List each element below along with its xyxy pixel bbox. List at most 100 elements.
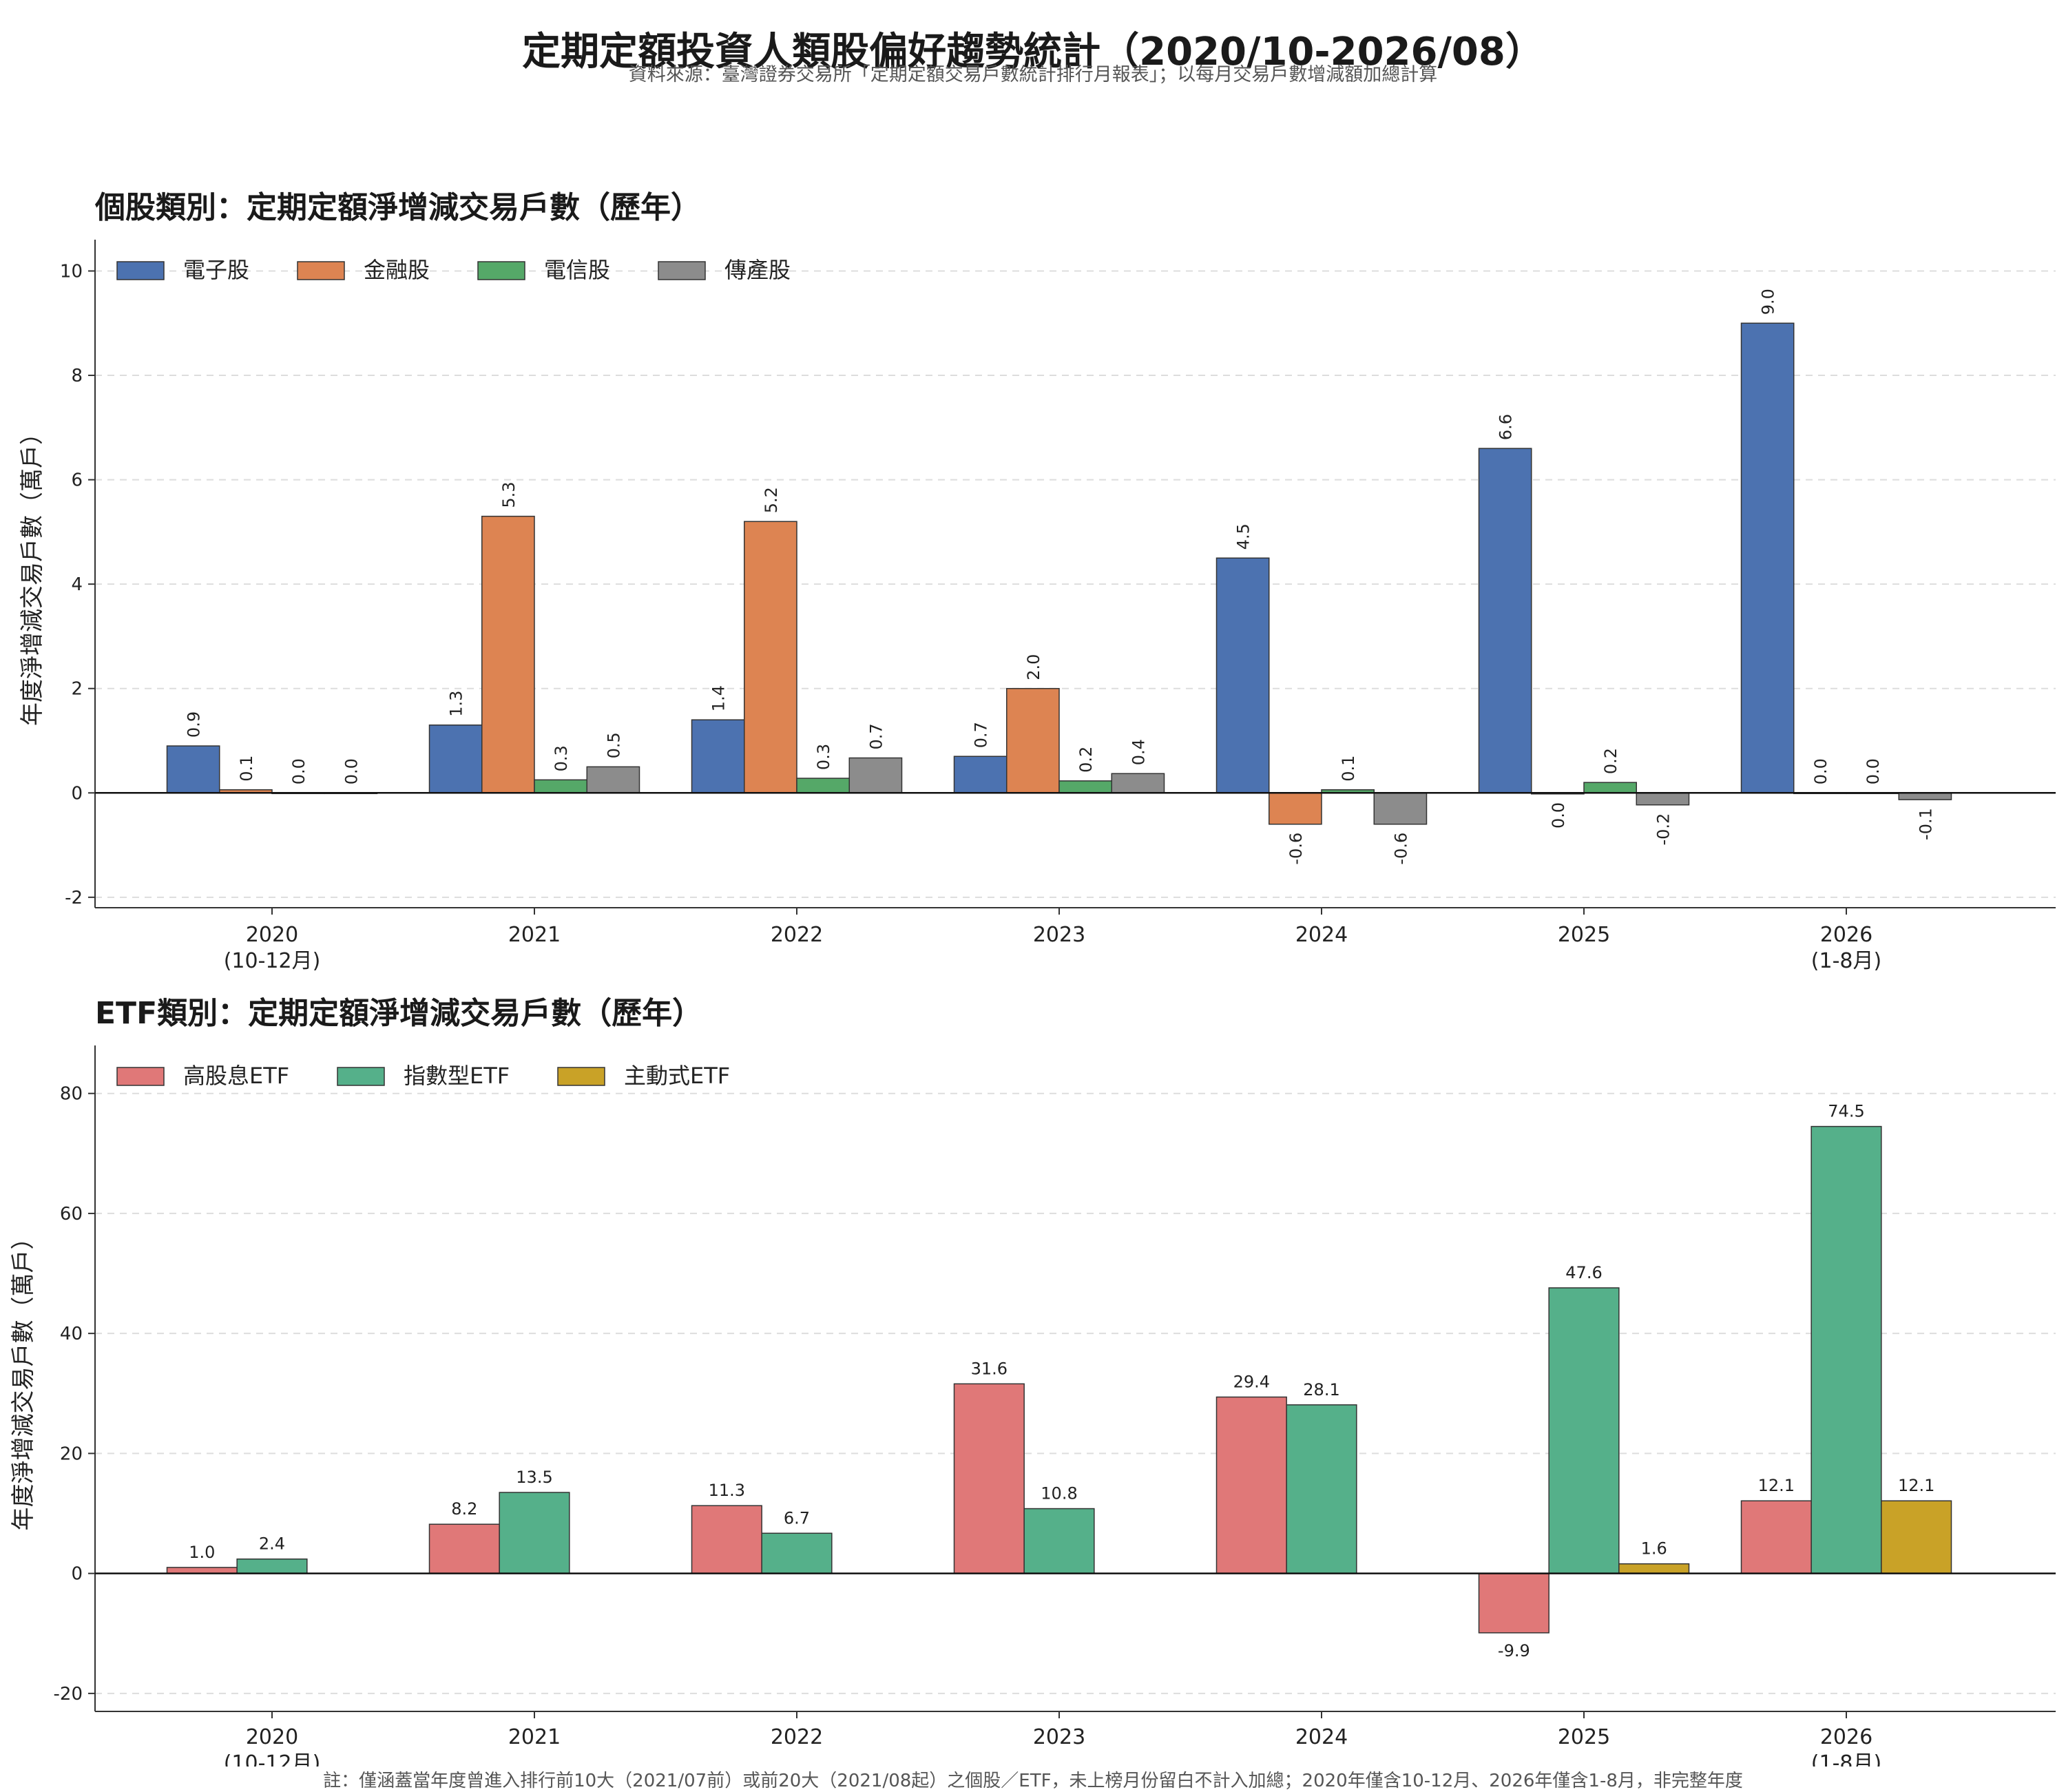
data-label: 0.1 <box>237 756 256 782</box>
bar <box>744 521 797 794</box>
x-tick-label: (1-8月) <box>1811 949 1881 973</box>
y-tick-label: 60 <box>60 1204 83 1225</box>
x-tick-label: 2025 <box>1558 1725 1610 1749</box>
y-tick-label: 0 <box>71 783 83 804</box>
data-label: -0.2 <box>1653 813 1673 846</box>
bar <box>1811 1125 1882 1574</box>
bar <box>953 756 1008 794</box>
data-label: 5.3 <box>499 481 519 508</box>
x-tick-label: 2022 <box>771 1725 823 1749</box>
y-tick-label: -20 <box>54 1684 83 1705</box>
data-label: 9.0 <box>1759 289 1778 315</box>
y-tick-label: 4 <box>71 574 83 595</box>
data-label: 0.3 <box>552 745 571 771</box>
legend-swatch <box>116 1067 165 1086</box>
legend-label: 電信股 <box>544 257 610 283</box>
bar <box>848 757 903 794</box>
legend-label: 傳產股 <box>724 257 791 283</box>
data-label: -0.1 <box>1916 808 1935 840</box>
data-label: 1.0 <box>189 1543 215 1562</box>
bar <box>166 1567 238 1574</box>
legend-swatch <box>297 261 345 280</box>
bar <box>953 1383 1025 1574</box>
x-tick-label: 2023 <box>1033 1725 1085 1749</box>
x-tick-label: (10-12月) <box>224 1751 321 1767</box>
data-label: 12.1 <box>1758 1476 1795 1495</box>
etf-category-chart: -20 0 20 40 60 80 年度淨增減交易戶數（萬戶） 1.0 8.2 11.3 31.6 2… <box>10 1045 2056 1767</box>
data-label: 0.3 <box>814 744 833 770</box>
data-label: 0.9 <box>185 711 204 738</box>
x-tick-label: 2026 <box>1820 923 1872 947</box>
data-label: 0.0 <box>1864 758 1883 784</box>
data-label: -9.9 <box>1498 1641 1530 1660</box>
data-label: 0.5 <box>604 732 623 758</box>
x-tick-label: 2025 <box>1558 923 1610 947</box>
bar <box>796 778 850 794</box>
y-axis-label: 年度淨增減交易戶數（萬戶） <box>10 1227 37 1531</box>
bar <box>236 1558 308 1574</box>
y-tick-label: 8 <box>71 366 83 386</box>
x-tick-label: 2021 <box>508 1725 561 1749</box>
stock-category-chart: -2 0 2 4 6 8 10 年度淨增減交易戶數（萬戶） 0.9 1.3 1.4 0.7 4.5 6.6… <box>19 240 2056 973</box>
legend-swatch <box>477 261 525 280</box>
data-label: 0.0 <box>342 758 361 784</box>
data-label: 74.5 <box>1828 1102 1864 1121</box>
data-label: 0.0 <box>289 758 309 784</box>
data-label: 31.6 <box>971 1359 1008 1378</box>
data-label: 0.2 <box>1601 748 1620 774</box>
bar <box>1111 773 1165 794</box>
bar <box>1548 1287 1620 1574</box>
data-label: 0.7 <box>866 723 886 749</box>
x-tick-label: 2024 <box>1295 1725 1348 1749</box>
bar <box>499 1492 570 1574</box>
bar <box>1740 322 1795 794</box>
data-label: 1.4 <box>709 685 729 711</box>
bar <box>691 1505 762 1574</box>
bar <box>1023 1508 1095 1574</box>
figure-footnote: 註：僅涵蓋當年度曾進入排行前10大（2021/07前）或前20大（2021/08… <box>323 1771 1743 1791</box>
x-tick-label: (10-12月) <box>224 949 321 973</box>
data-label: -0.6 <box>1391 833 1410 865</box>
data-label: 0.1 <box>1339 756 1358 782</box>
legend-label: 電子股 <box>183 257 249 283</box>
etf-chart-title: ETF類別：定期定額淨增減交易戶數（歷年） <box>95 996 703 1031</box>
bar <box>481 515 535 794</box>
data-label: 0.2 <box>1076 747 1096 773</box>
data-label: 2.4 <box>259 1534 285 1554</box>
data-label: 1.3 <box>447 691 466 717</box>
data-label: 28.1 <box>1303 1380 1339 1399</box>
bar <box>1286 1404 1357 1574</box>
bar <box>534 779 587 794</box>
y-tick-label: 0 <box>71 1564 83 1585</box>
data-label: 4.5 <box>1234 523 1253 550</box>
legend-swatch <box>658 261 706 280</box>
stock-chart-title: 個股類別：定期定額淨增減交易戶數（歷年） <box>95 190 701 225</box>
bar <box>1215 1396 1287 1574</box>
data-label: -0.6 <box>1286 833 1306 865</box>
figure-title: 定期定額投資人類股偏好趨勢統計（2020/10-2026/08） <box>522 30 1544 74</box>
bar <box>428 1523 500 1574</box>
y-axis-label: 年度淨增減交易戶數（萬戶） <box>19 421 46 726</box>
legend-label: 金融股 <box>364 257 430 283</box>
data-label: 6.7 <box>784 1508 810 1528</box>
bar <box>1478 448 1532 794</box>
data-label: 5.2 <box>762 487 781 513</box>
data-label: 6.6 <box>1496 414 1516 440</box>
legend-label: 高股息ETF <box>183 1063 289 1089</box>
bar <box>1881 1500 1952 1574</box>
data-label: 0.0 <box>1811 758 1830 784</box>
bar <box>1478 1572 1550 1634</box>
bar <box>691 719 745 794</box>
x-tick-label: 2023 <box>1033 923 1085 947</box>
x-tick-label: 2026 <box>1820 1725 1872 1749</box>
y-tick-label: 2 <box>71 679 83 700</box>
legend-label: 主動式ETF <box>624 1063 730 1089</box>
data-label: 1.6 <box>1641 1539 1667 1559</box>
legend-label: 指數型ETF <box>404 1063 510 1089</box>
bar <box>1006 687 1060 794</box>
y-tick-label: 6 <box>71 470 83 491</box>
bar <box>1898 792 1952 800</box>
x-tick-label: 2022 <box>771 923 823 947</box>
y-tick-label: 80 <box>60 1084 83 1105</box>
figure-subtitle: 資料來源：臺灣證券交易所「定期定額交易戶數統計排行月報表」；以每月交易戶數增減額… <box>628 64 1438 85</box>
